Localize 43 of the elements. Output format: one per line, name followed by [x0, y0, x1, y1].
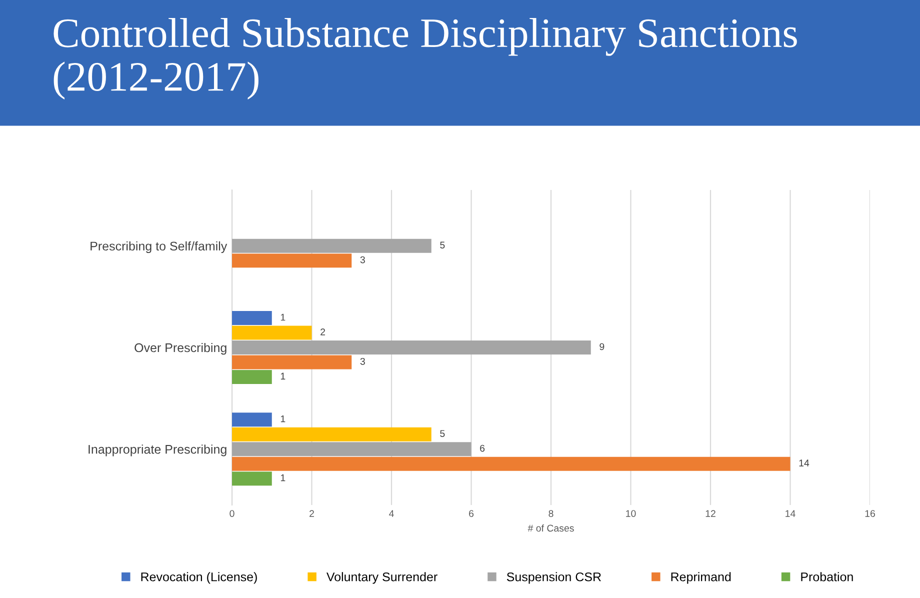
data-label: 3: [360, 256, 365, 264]
bar: [232, 238, 432, 253]
legend-label: Probation: [801, 572, 853, 582]
bar: [232, 370, 272, 384]
bar: [232, 340, 591, 354]
y-tick-label: Inappropriate Prescribing: [88, 444, 226, 456]
bar: [232, 412, 272, 427]
y-tick-label: Prescribing to Self/family: [90, 241, 228, 254]
bar: [232, 311, 272, 326]
data-label: 1: [280, 372, 286, 380]
legend-label: Voluntary Surrender: [326, 572, 438, 584]
bar: [232, 442, 472, 456]
x-tick-label: 16: [865, 510, 875, 517]
x-tick-label: 4: [389, 510, 394, 517]
y-tick-label: Over Prescribing: [134, 342, 226, 355]
data-label: 9: [600, 343, 604, 350]
x-tick-label: 6: [469, 510, 474, 517]
bar: [232, 355, 352, 370]
x-tick-label: 2: [310, 510, 314, 517]
x-axis-title: # of Cases: [528, 524, 574, 532]
bar: [232, 456, 790, 471]
bar: [232, 254, 352, 268]
x-tick-label: 8: [548, 510, 554, 517]
x-tick-label: 14: [786, 510, 796, 517]
x-tick-label: 10: [626, 510, 636, 517]
bar: [232, 472, 272, 486]
legend-label: Reprimand: [671, 572, 731, 584]
data-label: 14: [799, 460, 810, 466]
data-label: 6: [480, 444, 485, 452]
x-tick-label: 0: [230, 510, 234, 517]
data-label: 5: [440, 242, 445, 248]
bar: [232, 427, 432, 442]
bar: [232, 326, 312, 340]
chart-title: Controlled Substance Disciplinary Sanctions (2012-2017): [54, 18, 797, 100]
legend-label: Revocation (License): [141, 572, 257, 584]
data-label: 1: [280, 474, 286, 482]
data-label: 3: [360, 358, 365, 365]
data-label: 1: [280, 314, 286, 321]
data-label: 2: [320, 328, 325, 336]
data-label: 1: [280, 415, 286, 422]
legend-label: Suspension CSR: [506, 572, 601, 584]
data-label: 5: [440, 430, 445, 437]
x-tick-label: 12: [706, 510, 716, 517]
